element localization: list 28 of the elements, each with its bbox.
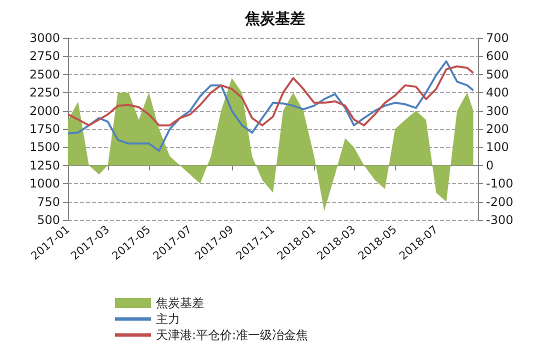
y-tick-label: 500: [37, 213, 60, 227]
line-series: [67, 65, 474, 126]
y2-tick-label: 500: [486, 67, 509, 82]
y-tick-label: 1000: [29, 176, 60, 191]
y2-tick-label: 700: [486, 31, 509, 45]
chart-title: 焦炭基差: [244, 10, 305, 28]
y2-tick-label: -300: [486, 213, 514, 227]
y-tick-label: 2500: [29, 67, 60, 82]
y-tick-label: 1500: [29, 140, 60, 154]
y-tick-label: 2000: [29, 104, 60, 118]
y-tick-label: 1750: [29, 122, 60, 136]
y-tick-label: 750: [37, 194, 60, 209]
y-tick-label: 2250: [29, 86, 60, 100]
line-series: [67, 60, 474, 152]
y-tick-label: 3000: [29, 31, 60, 45]
legend-label: 主力: [156, 312, 180, 326]
legend-label: 焦炭基差: [156, 296, 204, 310]
y2-tick-label: 0: [486, 158, 494, 172]
y2-tick-label: 400: [486, 86, 509, 100]
y2-tick-label: -100: [486, 176, 514, 191]
y2-tick-label: 100: [486, 140, 509, 154]
y2-tick-label: 300: [486, 104, 509, 118]
y2-tick-label: 200: [486, 122, 509, 136]
legend-label: 天津港:平仓价:准一级冶金焦: [156, 328, 308, 342]
y2-tick-label: 600: [486, 49, 509, 64]
y2-tick-label: -200: [486, 194, 514, 209]
y-tick-label: 2750: [29, 49, 60, 64]
y-tick-label: 1250: [29, 158, 60, 172]
